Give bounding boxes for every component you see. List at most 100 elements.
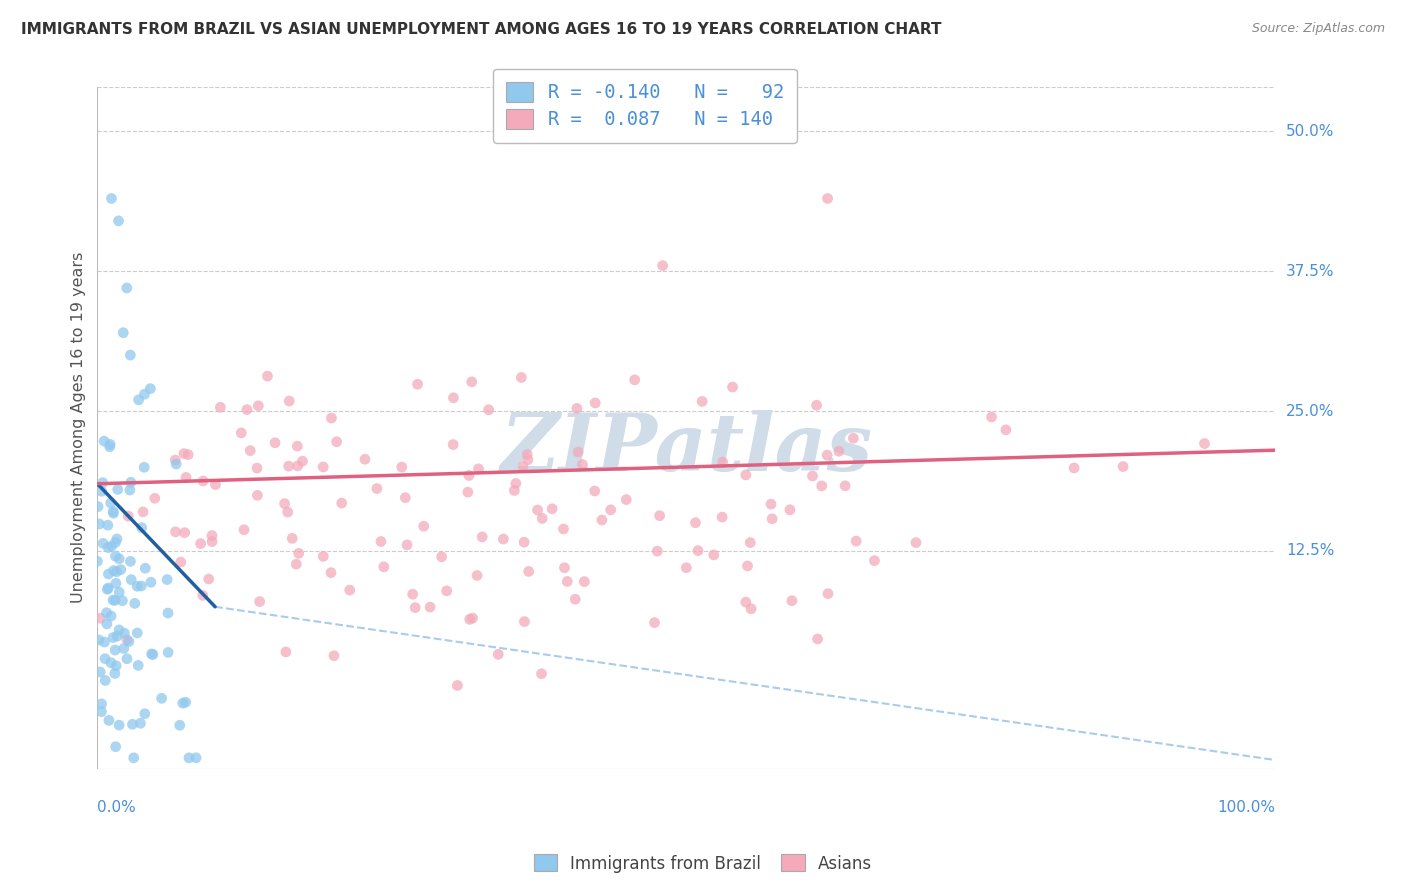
Point [104, 576, 127, 591]
Point [103, 506, 125, 520]
Point [761, 512, 783, 526]
Point [174, 695, 197, 709]
Point [246, 488, 269, 502]
Point [412, 519, 434, 533]
Point [132, 505, 155, 519]
Point [404, 600, 426, 615]
Point [278, 394, 301, 409]
Point [644, 615, 666, 630]
Point [169, 718, 191, 732]
Point [107, 483, 129, 497]
Point [567, 445, 589, 459]
Point [402, 587, 425, 601]
Point [759, 497, 782, 511]
Point [190, 536, 212, 550]
Point [98, 437, 121, 451]
Point [443, 391, 465, 405]
Point [90, 697, 112, 711]
Point [274, 645, 297, 659]
Point [285, 439, 308, 453]
Point [686, 543, 709, 558]
Point [115, 632, 138, 647]
Point [287, 546, 309, 560]
Point [139, 382, 162, 396]
Point [93, 434, 115, 449]
Point [108, 623, 131, 637]
Point [97, 567, 120, 582]
Point [184, 751, 207, 765]
Point [107, 214, 129, 228]
Text: 25.0%: 25.0% [1286, 403, 1334, 418]
Point [89, 665, 111, 679]
Point [96, 606, 118, 620]
Text: IMMIGRANTS FROM BRAZIL VS ASIAN UNEMPLOYMENT AMONG AGES 16 TO 19 YEARS CORRELATI: IMMIGRANTS FROM BRAZIL VS ASIAN UNEMPLOY… [21, 22, 942, 37]
Point [395, 538, 418, 552]
Point [127, 626, 149, 640]
Point [461, 611, 484, 625]
Point [104, 593, 127, 607]
Point [817, 587, 839, 601]
Point [105, 532, 128, 546]
Point [90, 705, 112, 719]
Point [330, 496, 353, 510]
Point [120, 554, 142, 568]
Point [817, 192, 839, 206]
Point [583, 396, 606, 410]
Point [246, 461, 269, 475]
Point [120, 348, 142, 362]
Point [105, 629, 128, 643]
Point [165, 453, 187, 467]
Point [842, 431, 865, 445]
Point [614, 492, 637, 507]
Point [89, 611, 111, 625]
Point [112, 641, 135, 656]
Point [555, 574, 578, 589]
Point [94, 651, 117, 665]
Point [100, 539, 122, 553]
Point [142, 648, 165, 662]
Point [115, 281, 138, 295]
Point [703, 548, 725, 562]
Point [591, 513, 613, 527]
Point [845, 534, 868, 549]
Point [110, 563, 132, 577]
Point [89, 516, 111, 531]
Point [321, 411, 343, 425]
Point [285, 557, 308, 571]
Point [734, 467, 756, 482]
Point [165, 457, 187, 471]
Text: Source: ZipAtlas.com: Source: ZipAtlas.com [1251, 22, 1385, 36]
Point [98, 440, 121, 454]
Point [512, 459, 534, 474]
Point [740, 535, 762, 549]
Point [325, 434, 347, 449]
Point [994, 423, 1017, 437]
Point [273, 497, 295, 511]
Point [134, 561, 156, 575]
Point [197, 572, 219, 586]
Point [104, 535, 127, 549]
Point [131, 521, 153, 535]
Point [277, 459, 299, 474]
Point [87, 633, 110, 648]
Point [685, 516, 707, 530]
Point [711, 510, 734, 524]
Point [100, 656, 122, 670]
Point [104, 739, 127, 754]
Point [565, 401, 588, 416]
Point [120, 573, 142, 587]
Text: 50.0%: 50.0% [1286, 124, 1334, 139]
Point [91, 536, 114, 550]
Point [191, 474, 214, 488]
Point [478, 402, 501, 417]
Point [564, 592, 586, 607]
Point [394, 491, 416, 505]
Point [486, 648, 509, 662]
Point [118, 634, 141, 648]
Point [1063, 461, 1085, 475]
Point [204, 477, 226, 491]
Point [108, 585, 131, 599]
Point [177, 751, 200, 765]
Point [461, 375, 484, 389]
Point [129, 579, 152, 593]
